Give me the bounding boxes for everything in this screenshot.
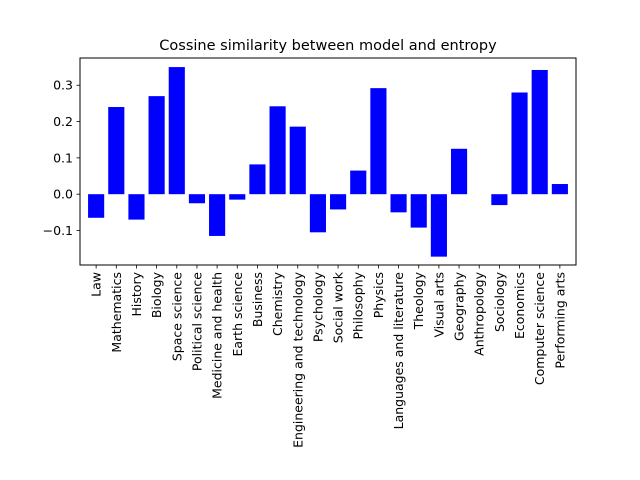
x-tick-label: Medicine and health (210, 272, 225, 399)
x-tick-label: Computer science (532, 272, 547, 385)
bar (491, 194, 508, 206)
bar (168, 67, 185, 195)
x-tick-label: Space science (169, 272, 184, 361)
x-tick-label: Political science (189, 272, 204, 371)
y-axis: −0.1 0.0 0.1 0.2 0.3 (43, 78, 80, 238)
chart-title: Cossine similarity between model and ent… (159, 38, 497, 54)
x-tick-label: Theology (411, 271, 426, 330)
bar (430, 194, 447, 257)
x-tick-label: Chemistry (270, 271, 285, 336)
x-tick-label: Sociology (492, 271, 507, 332)
x-tick-label: Psychology (310, 271, 325, 342)
y-tick-label: 0.2 (53, 114, 73, 129)
bars-layer (88, 67, 568, 257)
x-tick-label: Physics (371, 272, 386, 318)
x-tick-label: Earth science (230, 272, 245, 357)
bar (148, 96, 165, 195)
bar (289, 126, 306, 195)
y-tick-label: 0.0 (53, 187, 73, 202)
bar (188, 194, 206, 204)
bar (551, 184, 568, 195)
bar (128, 194, 145, 220)
y-tick-label: 0.1 (53, 150, 73, 165)
y-tick-label: −0.1 (43, 223, 73, 238)
x-tick-label: Business (250, 272, 265, 327)
plot-frame (79, 57, 577, 266)
bar (229, 194, 246, 200)
bar (511, 92, 528, 195)
bar (450, 148, 468, 195)
x-tick-label: Biology (149, 271, 164, 318)
bar (350, 170, 367, 195)
x-tick-label: Engineering and technology (290, 271, 305, 447)
x-tick-label: Social work (331, 271, 346, 343)
x-tick-label: Law (89, 272, 104, 297)
x-tick-label: Languages and literature (391, 272, 406, 430)
bar (330, 194, 347, 210)
x-tick-label: Performing arts (552, 272, 567, 369)
bar (108, 107, 125, 195)
bar (209, 194, 226, 236)
x-tick-label: Mathematics (109, 272, 124, 353)
x-axis: Law Mathematics History Biology Space scienc… (89, 265, 567, 448)
x-tick-label: Geography (452, 271, 467, 341)
x-tick-label: History (129, 271, 144, 316)
bar (370, 88, 387, 195)
y-tick-label: 0.3 (53, 78, 73, 93)
x-tick-label: Philosophy (351, 271, 366, 339)
bar (269, 106, 286, 195)
bar (531, 69, 548, 195)
x-tick-label: Visual arts (431, 272, 446, 338)
bar (410, 194, 427, 228)
x-tick-label: Anthropology (472, 271, 487, 355)
x-tick-label: Economics (512, 272, 527, 339)
bar (309, 194, 326, 233)
bar (88, 194, 105, 218)
bar (249, 164, 266, 195)
bar (390, 194, 407, 213)
